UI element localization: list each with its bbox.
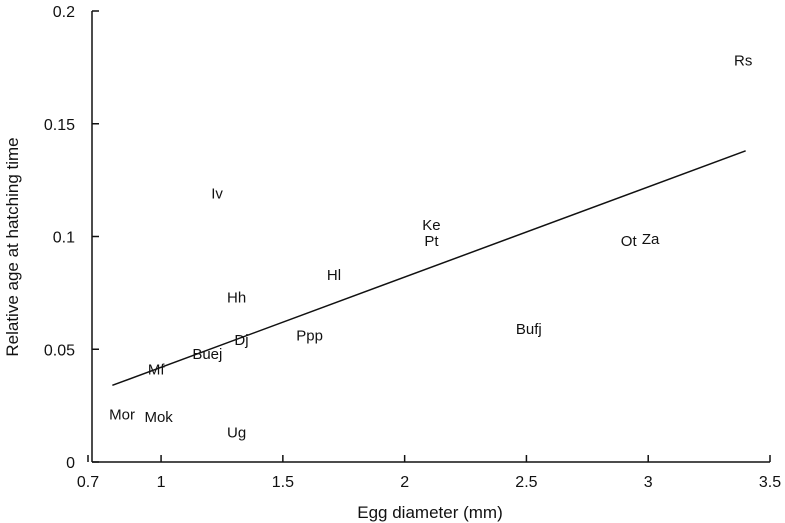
x-tick-label: 1.5: [272, 474, 294, 491]
point-label-mor: Mor: [109, 407, 135, 424]
y-tick-label: 0.15: [44, 117, 75, 134]
point-label-ke: Ke: [422, 217, 440, 234]
y-tick-label: 0.2: [53, 4, 75, 21]
point-label-za: Za: [642, 231, 660, 248]
x-tick-label: 2.5: [515, 474, 537, 491]
point-label-dj: Dj: [234, 332, 248, 349]
point-label-hh: Hh: [227, 289, 246, 306]
point-label-bufj: Bufj: [516, 321, 542, 338]
point-label-ppp: Ppp: [296, 328, 323, 345]
x-tick-label: 3: [644, 474, 653, 491]
x-tick-label: 2: [400, 474, 409, 491]
x-axis-title: Egg diameter (mm): [357, 503, 502, 522]
point-label-iv: Iv: [211, 186, 223, 203]
x-tick-label: 1: [157, 474, 166, 491]
point-label-mok: Mok: [144, 409, 173, 426]
y-axis-title: Relative age at hatching time: [3, 137, 22, 356]
x-axis-ticks: 0.7 1 1.5 2 2.5 3 3.5: [77, 455, 781, 491]
point-label-rs: Rs: [734, 53, 752, 70]
point-label-buej: Buej: [192, 346, 222, 363]
y-axis-ticks: 0 0.05 0.1 0.15 0.2: [44, 4, 99, 472]
point-label-ot: Ot: [621, 233, 638, 250]
point-label-ug: Ug: [227, 425, 246, 442]
x-tick-label: 3.5: [759, 474, 781, 491]
point-label-hl: Hl: [327, 267, 341, 284]
point-label-mf: Mf: [148, 362, 165, 379]
point-label-pt: Pt: [424, 233, 439, 250]
y-tick-label: 0.1: [53, 230, 75, 247]
y-tick-label: 0.05: [44, 342, 75, 359]
x-tick-label: 0.7: [77, 474, 99, 491]
y-tick-label: 0: [66, 455, 75, 472]
trend-line: [112, 150, 746, 387]
